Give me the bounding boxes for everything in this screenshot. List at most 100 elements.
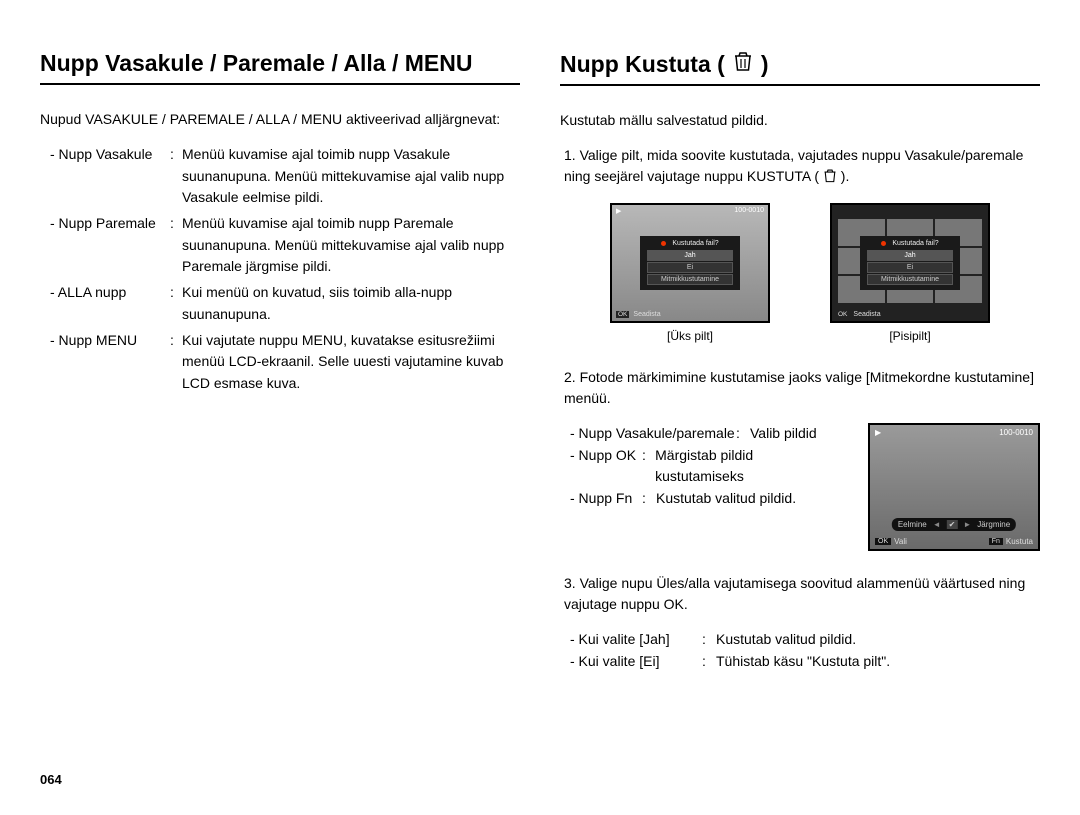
sub-def-row: - Nupp Vasakule/paremale : Valib pildid [560, 423, 834, 445]
sub-def-row: - Kui valite [Jah] : Kustutab valitud pi… [560, 629, 1040, 651]
dot-icon [881, 241, 886, 246]
screen-topbar: ▶ 100-0010 [616, 207, 764, 217]
sub-def-colon: : [702, 629, 716, 651]
def-colon: : [170, 282, 182, 325]
step3-defs: - Kui valite [Jah] : Kustutab valitud pi… [560, 629, 1040, 672]
step1-tail: ). [841, 168, 850, 184]
arrow-left-icon: ◄ [933, 520, 941, 529]
sub-def-term: - Kui valite [Jah] [560, 629, 702, 651]
step2-defs: - Nupp Vasakule/paremale : Valib pildid … [560, 423, 834, 551]
page-number: 064 [40, 772, 62, 787]
arrow-right-icon: ► [963, 520, 971, 529]
screen-botbar: OKVali FnKustuta [875, 537, 1033, 546]
left-def-list: - Nupp Vasakule : Menüü kuvamise ajal to… [40, 144, 520, 395]
def-colon: : [170, 144, 182, 209]
dialog-question: Kustutada fail? [644, 240, 736, 247]
sub-def-row: - Kui valite [Ei] : Tühistab käsu "Kustu… [560, 651, 1040, 673]
def-desc: Kui vajutate nuppu MENU, kuvatakse esitu… [182, 330, 520, 395]
right-column: Nupp Kustuta ( ) Kustutab mällu salvesta… [560, 50, 1040, 672]
dialog-question: Kustutada fail? [864, 240, 956, 247]
dialog-q-text: Kustutada fail? [892, 240, 938, 247]
sub-def-term: - Kui valite [Ei] [560, 651, 702, 673]
file-number: 100-0010 [999, 428, 1033, 437]
bot-right-label: Kustuta [1006, 537, 1033, 546]
sub-def-desc: Tühistab käsu "Kustuta pilt". [716, 651, 890, 673]
right-title-tail: ) [761, 51, 769, 78]
ok-key: OK [875, 538, 891, 545]
screen-caption: [Pisipilt] [889, 329, 930, 343]
bot-label: Seadista [853, 311, 880, 318]
camera-screen-single: ▶ 100-0010 Kustutada fail? Jah Ei Mitmik… [610, 203, 770, 323]
sub-def-desc: Kustutab valitud pildid. [716, 629, 856, 651]
dialog-opt-yes: Jah [867, 250, 953, 261]
right-title-text: Nupp Kustuta ( [560, 51, 725, 78]
def-term: - Nupp Vasakule [40, 144, 170, 209]
step1-text: 1. Valige pilt, mida soovite kustutada, … [560, 145, 1040, 189]
sub-def-term: - Nupp OK [560, 445, 642, 488]
check-icon: ✔ [947, 520, 958, 529]
right-intro: Kustutab mällu salvestatud pildid. [560, 110, 1040, 131]
dialog-opt-no: Ei [867, 262, 953, 273]
step3-text: 3. Valige nupu Üles/alla vajutamisega so… [560, 573, 1040, 615]
def-desc: Kui menüü on kuvatud, siis toimib alla-n… [182, 282, 520, 325]
step1-main: 1. Valige pilt, mida soovite kustutada, … [564, 147, 1023, 184]
dialog-opt-multi: Mitmikkustutamine [647, 274, 733, 285]
screen-botbar: OK Seadista [836, 309, 984, 319]
bot-label: Seadista [633, 311, 660, 318]
def-row: - Nupp MENU : Kui vajutate nuppu MENU, k… [40, 330, 520, 395]
trash-icon [733, 50, 753, 78]
nav-prev: Eelmine [898, 520, 927, 529]
bot-left-label: Vali [894, 537, 907, 546]
dot-icon [661, 241, 666, 246]
def-colon: : [170, 330, 182, 395]
sub-def-row: - Nupp Fn : Kustutab valitud pildid. [560, 488, 834, 510]
camera-screen-select: ▶ 100-0010 Eelmine ◄ ✔ ► Järgmine OKVali… [868, 423, 1040, 551]
dialog-q-text: Kustutada fail? [672, 240, 718, 247]
step2-text: 2. Fotode märkimimine kustutamise jaoks … [560, 367, 1040, 409]
ok-key: OK [616, 311, 629, 318]
dialog-opt-multi: Mitmikkustutamine [867, 274, 953, 285]
delete-dialog: Kustutada fail? Jah Ei Mitmikkustutamine [860, 236, 960, 290]
file-number: 100-0010 [734, 207, 764, 217]
sub-def-desc: Märgistab pildid kustutamiseks [655, 445, 834, 488]
def-term: - Nupp MENU [40, 330, 170, 395]
def-desc: Menüü kuvamise ajal toimib nupp Paremale… [182, 213, 520, 278]
camera-screen-thumb: Kustutada fail? Jah Ei Mitmikkustutamine… [830, 203, 990, 323]
trash-icon [823, 168, 837, 189]
screen-block-thumb: Kustutada fail? Jah Ei Mitmikkustutamine… [830, 203, 990, 343]
sub-def-term: - Nupp Fn [560, 488, 642, 510]
sub-def-term: - Nupp Vasakule/paremale [560, 423, 736, 445]
def-colon: : [170, 213, 182, 278]
nav-next: Järgmine [977, 520, 1010, 529]
step2-block: - Nupp Vasakule/paremale : Valib pildid … [560, 423, 1040, 551]
sub-def-colon: : [642, 488, 656, 510]
def-term: - ALLA nupp [40, 282, 170, 325]
left-column: Nupp Vasakule / Paremale / Alla / MENU N… [40, 50, 520, 672]
delete-dialog: Kustutada fail? Jah Ei Mitmikkustutamine [640, 236, 740, 290]
screenshots-row: ▶ 100-0010 Kustutada fail? Jah Ei Mitmik… [560, 203, 1040, 343]
def-row: - Nupp Paremale : Menüü kuvamise ajal to… [40, 213, 520, 278]
left-section-title: Nupp Vasakule / Paremale / Alla / MENU [40, 50, 520, 85]
fn-key: Fn [989, 538, 1003, 545]
dialog-opt-yes: Jah [647, 250, 733, 261]
sub-def-desc: Kustutab valitud pildid. [656, 488, 796, 510]
nav-pill: Eelmine ◄ ✔ ► Järgmine [892, 518, 1016, 531]
screen-topbar: ▶ 100-0010 [875, 428, 1033, 437]
ok-key: OK [836, 311, 849, 318]
def-row: - ALLA nupp : Kui menüü on kuvatud, siis… [40, 282, 520, 325]
screen-botbar: OK Seadista [616, 309, 764, 319]
screen-block-single: ▶ 100-0010 Kustutada fail? Jah Ei Mitmik… [610, 203, 770, 343]
sub-def-desc: Valib pildid [750, 423, 817, 445]
def-term: - Nupp Paremale [40, 213, 170, 278]
sub-def-colon: : [702, 651, 716, 673]
right-section-title: Nupp Kustuta ( ) [560, 50, 1040, 86]
dialog-opt-no: Ei [647, 262, 733, 273]
sub-def-row: - Nupp OK : Märgistab pildid kustutamise… [560, 445, 834, 488]
screen-caption: [Üks pilt] [667, 329, 713, 343]
sub-def-colon: : [736, 423, 750, 445]
play-icon: ▶ [875, 428, 881, 437]
play-icon: ▶ [616, 207, 621, 217]
def-desc: Menüü kuvamise ajal toimib nupp Vasakule… [182, 144, 520, 209]
sub-def-colon: : [642, 445, 655, 488]
def-row: - Nupp Vasakule : Menüü kuvamise ajal to… [40, 144, 520, 209]
